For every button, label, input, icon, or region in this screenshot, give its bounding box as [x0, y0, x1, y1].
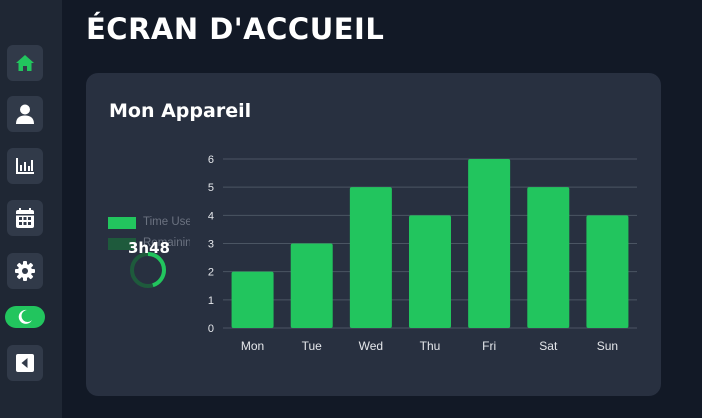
x-tick-label: Fri	[482, 339, 496, 353]
usage-donut	[130, 252, 166, 288]
home-icon	[16, 55, 34, 71]
bar-wed[interactable]	[349, 187, 392, 328]
sidebar-item-calendar[interactable]	[7, 200, 43, 236]
y-tick-label: 4	[208, 210, 214, 222]
donut-fill	[130, 252, 166, 288]
bar-tue[interactable]	[290, 243, 333, 329]
legend-swatch	[108, 238, 136, 250]
legend-label: Remaining	[143, 237, 190, 249]
sidebar-item-settings[interactable]	[7, 253, 43, 289]
bar-thu[interactable]	[409, 215, 451, 328]
calendar-icon	[16, 208, 34, 228]
x-tick-label: Sun	[597, 339, 618, 353]
legend-item-time-used[interactable]: Time Used	[108, 216, 190, 230]
collapse-left-icon	[16, 354, 34, 372]
gear-icon	[15, 261, 35, 281]
bar-sat[interactable]	[527, 187, 570, 328]
legend-label: Time Used	[143, 216, 190, 228]
donut-value: 3h48	[128, 239, 170, 257]
x-tick-label: Wed	[359, 339, 383, 353]
y-tick-label: 5	[208, 182, 214, 194]
donut-legend: Time Used Remaining	[108, 216, 190, 256]
weekly-usage-chart: 0 1 2 3 4 5 6 Mon Tue Wed Thu Fri Sat Sun	[208, 154, 637, 353]
y-tick-label: 6	[208, 154, 214, 166]
device-card: Mon Appareil Time Used Remaining 3h48 0 1…	[86, 73, 661, 396]
bar-sun[interactable]	[586, 215, 629, 328]
legend-swatch	[108, 217, 136, 229]
moon-icon	[18, 309, 32, 324]
page-title: ÉCRAN D'ACCUEIL	[86, 12, 385, 46]
x-tick-label: Mon	[241, 339, 264, 353]
sidebar-item-profile[interactable]	[7, 96, 43, 132]
sidebar-item-home[interactable]	[7, 45, 43, 81]
y-tick-label: 0	[208, 323, 214, 335]
sidebar-item-stats[interactable]	[7, 148, 43, 184]
y-tick-label: 3	[208, 239, 214, 251]
x-tick-label: Sat	[539, 339, 558, 353]
bar-fri[interactable]	[468, 159, 511, 328]
y-tick-label: 2	[208, 267, 214, 279]
bar-mon[interactable]	[231, 271, 274, 328]
bar-chart-icon	[16, 158, 34, 174]
card-title: Mon Appareil	[109, 100, 252, 122]
y-tick-label: 1	[208, 295, 214, 307]
x-tick-label: Tue	[302, 339, 323, 353]
legend-item-remaining[interactable]: Remaining	[108, 237, 190, 251]
theme-toggle[interactable]	[5, 306, 45, 328]
user-icon	[16, 104, 34, 124]
sidebar	[0, 0, 62, 418]
sidebar-collapse-button[interactable]	[7, 345, 43, 381]
x-tick-label: Thu	[420, 339, 441, 353]
